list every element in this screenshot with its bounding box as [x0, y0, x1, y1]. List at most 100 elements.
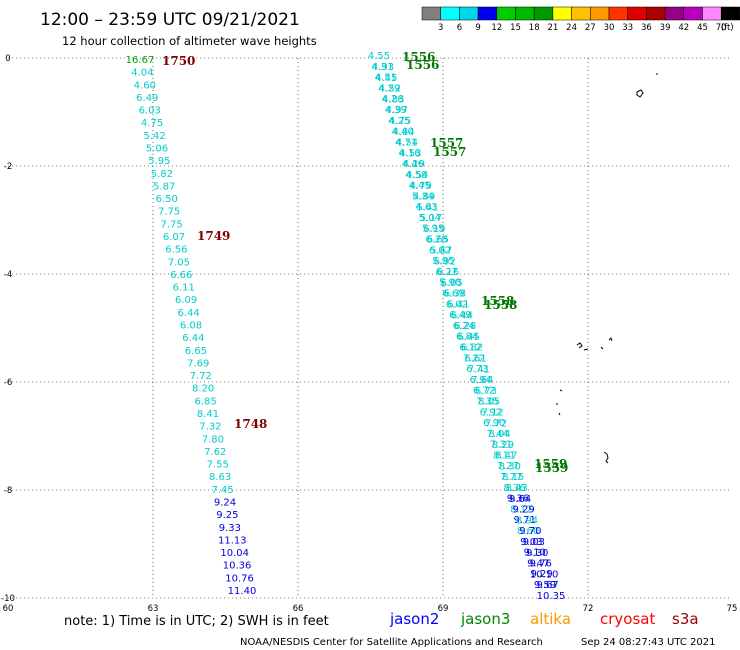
swh-label: 4.84	[392, 127, 414, 138]
swh-label: 6.44	[182, 333, 204, 344]
legend-altika: altika	[530, 610, 571, 628]
swh-label: 10.35	[537, 591, 566, 602]
colorbar-label: 33	[622, 23, 633, 33]
colorbar-label: 45	[697, 23, 708, 33]
swh-label: 4.40	[392, 127, 414, 138]
colorbar-swatch	[496, 6, 516, 21]
swh-label: 4.51	[375, 73, 397, 84]
swh-label: 8.29	[492, 440, 514, 451]
island	[603, 451, 609, 464]
swh-label: 4.71	[395, 137, 417, 148]
swh-label: 7.45	[211, 485, 233, 496]
swh-label: 8.15	[502, 472, 524, 483]
swh-label: 4.39	[385, 105, 407, 116]
swh-label: 7.44	[486, 429, 508, 440]
colorbar-swatch	[477, 6, 498, 21]
swh-label: 4.58	[405, 170, 427, 181]
lon-tick-label: 63	[148, 604, 159, 614]
swh-label: 6.94	[469, 375, 491, 386]
pass-label-1559-dup: 1559	[535, 461, 568, 475]
island	[636, 73, 658, 98]
swh-label: 6.85	[194, 396, 216, 407]
swh-label: 16.67	[126, 55, 155, 66]
swh-label: 7.62	[204, 447, 226, 458]
colorbar-swatch	[421, 6, 441, 21]
swh-label: 6.92	[434, 256, 456, 267]
swh-label: 7.77	[500, 472, 522, 483]
legend-note: note: 1) Time is in UTC; 2) SWH is in fe…	[64, 614, 329, 629]
swh-label: 6.92	[480, 407, 502, 418]
swh-label: 7.22	[463, 353, 485, 364]
colorbar-swatch	[533, 6, 554, 21]
legend-jason3: jason3	[460, 610, 510, 628]
latitude-labels: 0 -2 -4 -6 -8 -10	[1, 54, 15, 604]
legend-cryosat: cryosat	[600, 610, 655, 628]
pass-label-1749: 1749	[197, 229, 230, 243]
swh-label: 4.55	[368, 51, 390, 62]
swh-label: 9.25	[216, 510, 238, 521]
colorbar-swatch	[590, 6, 610, 21]
swh-label: 8.36	[503, 483, 525, 494]
swh-label: 4.75	[141, 118, 163, 129]
swh-label: 5.82	[151, 169, 173, 180]
swh-label: 9.59	[534, 580, 556, 591]
timestamp: Sep 24 08:27:43 UTC 2021	[581, 637, 715, 648]
swh-label: 9.76	[530, 559, 552, 570]
swh-label: 9.70	[519, 526, 541, 537]
colorbar-label: 39	[660, 23, 671, 33]
swh-label: 4.54	[406, 170, 428, 181]
swh-label: 10.76	[225, 573, 254, 584]
swh-label: 8.43	[506, 483, 528, 494]
swh-label: 9.71	[514, 515, 536, 526]
swh-label: 6.24	[453, 321, 475, 332]
swh-label: 8.05	[478, 397, 500, 408]
swh-label: 7.27	[497, 461, 519, 472]
swh-label: 4.31	[371, 62, 393, 73]
colorbar-unit: (ft)	[721, 23, 734, 33]
swh-label: 7.80	[202, 434, 224, 445]
swh-label: 4.83	[382, 94, 404, 105]
map-subtitle: 12 hour collection of altimeter wave hei…	[62, 34, 317, 48]
colorbar-swatch	[440, 6, 460, 21]
swh-label: 6.56	[165, 245, 187, 256]
swh-label: 4.79	[410, 181, 432, 192]
swh-label: 9.36	[507, 494, 529, 505]
track-1556-1559-a: 4.554.314.514.294.264.394.254.404.714.16…	[368, 51, 556, 591]
swh-label: 7.75	[160, 219, 182, 230]
swh-label: 4.93	[372, 62, 394, 73]
swh-label: 4.63	[415, 202, 437, 213]
colorbar-swatch	[627, 6, 647, 21]
swh-label: 8.94	[516, 515, 538, 526]
lat-tick-label: -4	[4, 270, 12, 280]
swh-label: 4.29	[403, 159, 425, 170]
legend-jason2: jason2	[389, 610, 439, 628]
swh-label: 4.26	[381, 94, 403, 105]
swh-label: 7.72	[485, 418, 507, 429]
swh-label: 6.49	[449, 310, 471, 321]
swh-label: 5.95	[422, 224, 444, 235]
swh-label: 5.34	[412, 191, 434, 202]
swh-label: 6.07	[163, 232, 185, 243]
swh-label: 4.45	[409, 181, 431, 192]
swh-label: 5.42	[143, 131, 165, 142]
colorbar-label: 70	[716, 23, 727, 33]
swh-label: 5.90	[439, 278, 461, 289]
colorbar-swatch	[608, 6, 628, 21]
swh-label: 6.73	[466, 364, 488, 375]
pass-label-1750: 1750	[162, 54, 195, 68]
track-1750-1748: 16.67 4.044.60 6.49 6.034.75 5.42 5.065.95 5.8…	[126, 55, 257, 597]
pass-label-1559: 1559	[534, 457, 567, 471]
color-scale-bar: 3 6 9 12 15 18 21 24 27 30 33 36 39 42 45 70(ft)	[421, 6, 740, 33]
swh-label: 6.66	[170, 270, 192, 281]
swh-label: 8.60	[517, 526, 539, 537]
swh-label: 8.63	[209, 472, 231, 483]
colorbar-swatch	[702, 6, 722, 21]
colorbar-label: 6	[457, 23, 462, 33]
swh-label: 6.41	[447, 300, 469, 311]
lon-tick-label: 72	[583, 604, 594, 614]
swh-label: 6.73	[475, 386, 497, 397]
island	[556, 389, 563, 416]
swh-label: 7.41	[468, 364, 490, 375]
swh-label: 6.02	[446, 299, 468, 310]
pass-label-1557: 1557	[430, 136, 463, 150]
